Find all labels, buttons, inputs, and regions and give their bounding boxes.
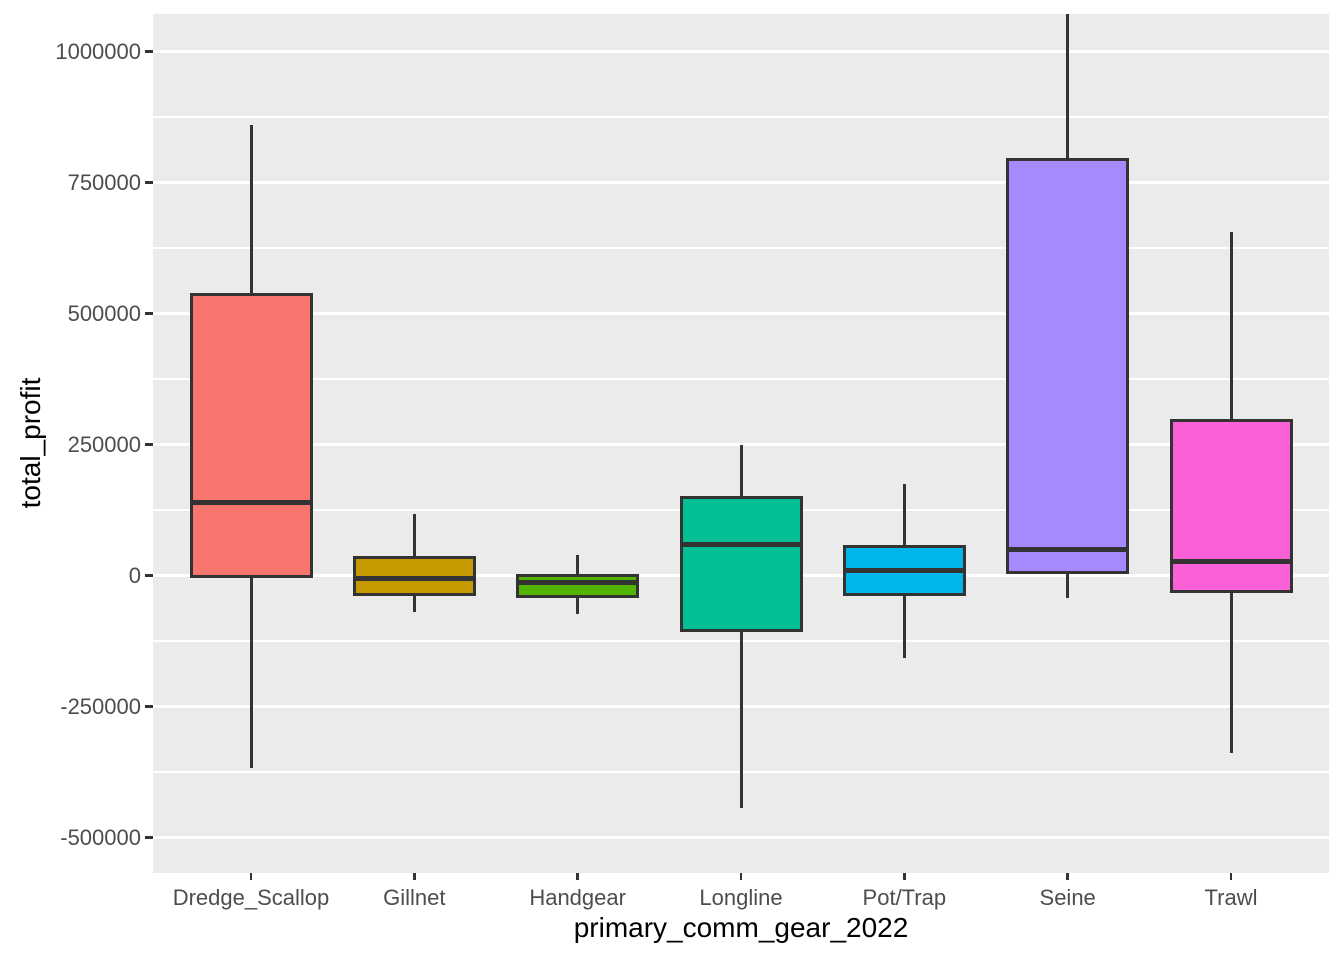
box bbox=[516, 574, 640, 598]
y-tick-label: -500000 bbox=[60, 824, 141, 850]
x-tick-mark bbox=[1229, 873, 1233, 880]
box bbox=[352, 555, 476, 597]
gridline-major bbox=[153, 443, 1329, 447]
x-tick-label: Seine bbox=[1039, 885, 1096, 910]
y-tick-mark bbox=[145, 705, 153, 708]
y-tick-mark bbox=[145, 574, 153, 577]
median-line bbox=[1006, 547, 1130, 553]
box bbox=[679, 495, 803, 632]
x-tick-label: Trawl bbox=[1204, 885, 1258, 910]
x-tick-label: Dredge_Scallop bbox=[172, 885, 330, 910]
gridline-major bbox=[153, 836, 1329, 840]
median-line bbox=[679, 542, 803, 548]
x-tick-mark bbox=[576, 873, 579, 880]
y-tick-label: -250000 bbox=[60, 693, 141, 719]
x-tick-mark bbox=[1066, 873, 1069, 880]
x-tick-mark bbox=[249, 873, 253, 880]
y-tick-label: 750000 bbox=[67, 169, 141, 195]
x-tick-label: Handgear bbox=[529, 885, 626, 910]
gridline-minor bbox=[153, 378, 1329, 380]
y-tick-mark bbox=[145, 443, 153, 446]
x-tick-label: Longline bbox=[699, 885, 783, 910]
y-tick-label: 250000 bbox=[67, 431, 141, 457]
box bbox=[1169, 419, 1293, 593]
gridline-major bbox=[153, 181, 1329, 185]
x-tick-mark bbox=[413, 873, 416, 880]
box bbox=[189, 293, 313, 579]
y-tick-mark bbox=[145, 836, 153, 839]
y-tick-label: 500000 bbox=[67, 300, 141, 326]
gridline-major bbox=[153, 312, 1329, 316]
median-line bbox=[1169, 559, 1293, 565]
x-tick-mark bbox=[903, 873, 906, 880]
median-line bbox=[352, 576, 476, 582]
x-axis-title: primary_comm_gear_2022 bbox=[573, 912, 909, 943]
y-tick-label: 0 bbox=[128, 562, 141, 588]
y-tick-mark bbox=[145, 312, 153, 315]
median-line bbox=[189, 500, 313, 506]
box bbox=[1006, 157, 1130, 575]
x-tick-mark bbox=[739, 873, 743, 880]
median-line bbox=[516, 580, 640, 586]
gridline-minor bbox=[153, 116, 1329, 118]
median-line bbox=[842, 568, 966, 574]
x-tick-label: Pot/Trap bbox=[862, 885, 947, 910]
y-tick-mark bbox=[145, 50, 153, 53]
x-tick-label: Gillnet bbox=[383, 885, 446, 910]
y-tick-label: 1000000 bbox=[55, 38, 141, 64]
gridline-major bbox=[153, 50, 1329, 54]
plot-panel bbox=[153, 14, 1329, 873]
y-tick-mark bbox=[145, 181, 153, 184]
gridline-minor bbox=[153, 247, 1329, 249]
